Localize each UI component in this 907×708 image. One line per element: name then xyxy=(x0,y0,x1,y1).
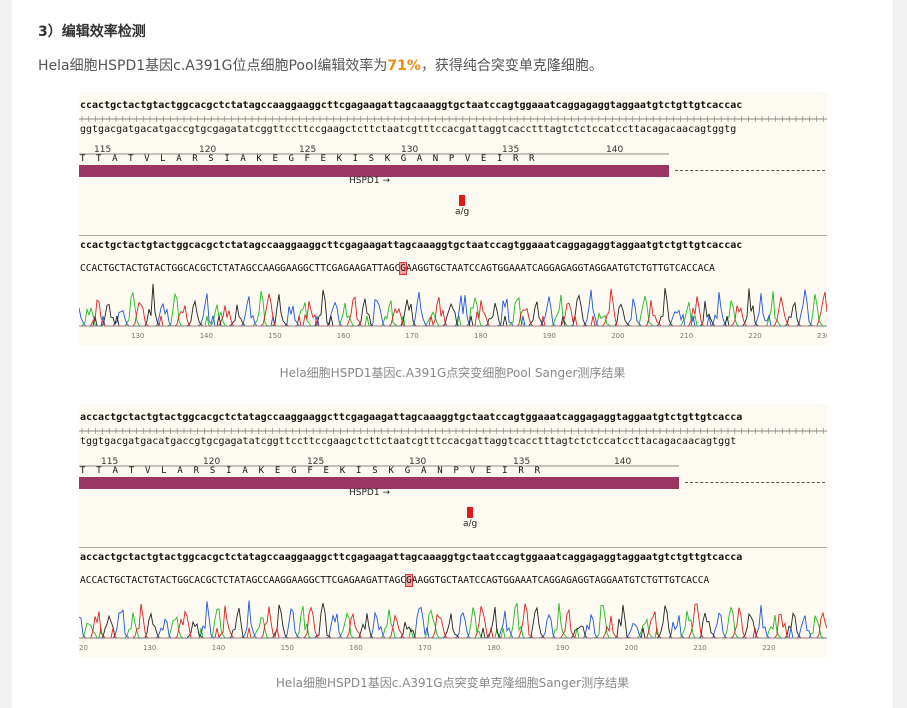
sanger-figure-pool: ccactgctactgtactggcacgctctatagccaaggaagg… xyxy=(79,92,827,346)
hspd1-feature-bar xyxy=(79,477,679,489)
trace-tick-label: 140 xyxy=(200,332,213,340)
trace-tick-label: 200 xyxy=(625,644,638,652)
trace-tick-label: 220 xyxy=(748,332,761,340)
aa-ruler: 115 120 125 130 135 140 xyxy=(79,145,669,155)
trace-tick-label: 160 xyxy=(349,644,362,652)
trace-tick-label: 140 xyxy=(212,644,225,652)
aa-number: 140 xyxy=(614,457,631,467)
aa-number: 135 xyxy=(513,457,530,467)
section-heading: 3）编辑效率检测 xyxy=(38,24,146,40)
aa-number: 115 xyxy=(94,145,111,155)
ref-sequence-aligned: ccactgctactgtactggcacgctctatagccaaggaagg… xyxy=(80,240,743,251)
trace-tick-label: 220 xyxy=(762,644,775,652)
aa-ruler: 115 120 125 130 135 140 xyxy=(79,457,679,467)
content-page: 3）编辑效率检测 Hela细胞HSPD1基因c.A391G位点细胞Pool编辑效… xyxy=(12,0,893,708)
trace-channel xyxy=(79,603,827,639)
trace-tick-label: 190 xyxy=(556,644,569,652)
mutation-base: G xyxy=(399,262,407,275)
trace-tick-label: 180 xyxy=(487,644,500,652)
chromatogram-trace: 130 140 150 160 170 180 190 200 210 220 230 xyxy=(79,283,827,340)
trace-channel xyxy=(79,283,827,327)
intro-paragraph: Hela细胞HSPD1基因c.A391G位点细胞Pool编辑效率为71%，获得纯… xyxy=(38,55,603,75)
aa-number: 115 xyxy=(101,457,118,467)
ref-sequence-bottom: tggtgacgatgacatgaccgtgcgagatatcggttccttc… xyxy=(80,436,737,447)
aa-number: 140 xyxy=(606,145,623,155)
aa-number: 120 xyxy=(199,145,216,155)
ref-sequence-aligned: accactgctactgtactggcacgctctatagccaaggaag… xyxy=(80,552,743,563)
hspd1-feature-bar xyxy=(79,165,669,177)
mutation-label: a/g xyxy=(463,519,478,529)
figure-caption-pool: Hela细胞HSPD1基因c.A391G点突变细胞Pool Sanger测序结果 xyxy=(279,366,626,380)
feature-label: HSPD1 → xyxy=(349,488,390,498)
ref-sequence-top: accactgctactgtactggcacgctctatagccaaggaag… xyxy=(80,412,743,423)
trace-tick-label: 170 xyxy=(405,332,418,340)
mutation-marker xyxy=(459,195,465,206)
trace-tick-label: 210 xyxy=(693,644,706,652)
ref-sequence-top: ccactgctactgtactggcacgctctatagccaaggaagg… xyxy=(80,100,743,111)
trace-tick-label: 200 xyxy=(611,332,624,340)
divider xyxy=(79,547,827,548)
aa-number: 125 xyxy=(307,457,324,467)
aa-number: 135 xyxy=(502,145,519,155)
trace-tick-label: 150 xyxy=(281,644,294,652)
divider xyxy=(79,235,827,236)
ruler xyxy=(79,116,827,122)
trace-tick-label: 20 xyxy=(79,644,88,652)
sanger-read: ACCACTGCTACTGTACTGGCACGCTCTATAGCCAAGGAAG… xyxy=(80,574,710,587)
feature-dashed-line xyxy=(685,482,825,483)
mutation-marker xyxy=(467,507,473,518)
efficiency-percent: 71% xyxy=(387,58,421,74)
trace-channel xyxy=(79,603,827,639)
mutation-base: G xyxy=(405,574,413,587)
aa-number: 120 xyxy=(203,457,220,467)
trace-tick-label: 210 xyxy=(680,332,693,340)
trace-tick-label: 230 xyxy=(817,332,827,340)
aa-number: 125 xyxy=(299,145,316,155)
amino-acid-sequence: T T A T V L A R S I A K E G F E K I S K … xyxy=(80,154,538,164)
trace-tick-label: 170 xyxy=(418,644,431,652)
ruler xyxy=(79,428,827,434)
trace-tick-label: 190 xyxy=(543,332,556,340)
trace-tick-label: 130 xyxy=(143,644,156,652)
intro-suffix: ，获得纯合突变单克隆细胞。 xyxy=(420,58,603,74)
trace-tick-label: 160 xyxy=(337,332,350,340)
amino-acid-sequence: T T A T V L A R S I A K E G F E K I S K … xyxy=(80,466,543,476)
sanger-figure-clone: accactgctactgtactggcacgctctatagccaaggaag… xyxy=(79,404,827,658)
trace-tick-label: 180 xyxy=(474,332,487,340)
sanger-read: CCACTGCTACTGTACTGGCACGCTCTATAGCCAAGGAAGG… xyxy=(80,262,715,275)
aa-number: 130 xyxy=(401,145,418,155)
aa-number: 130 xyxy=(409,457,426,467)
arrow-right-icon: → xyxy=(382,488,390,498)
ref-sequence-bottom: ggtgacgatgacatgaccgtgcgagatatcggttccttcc… xyxy=(80,124,737,135)
feature-label: HSPD1 → xyxy=(349,176,390,186)
feature-dashed-line xyxy=(675,170,825,171)
arrow-right-icon: → xyxy=(382,176,390,186)
mutation-label: a/g xyxy=(455,207,470,217)
intro-text: Hela细胞HSPD1基因c.A391G位点细胞Pool编辑效率为 xyxy=(38,58,388,74)
trace-tick-label: 150 xyxy=(268,332,281,340)
chromatogram-trace: 20 130 140 150 160 170 180 190 200 210 220 xyxy=(79,600,827,652)
trace-tick-label: 130 xyxy=(131,332,144,340)
figure-caption-clone: Hela细胞HSPD1基因c.A391G点突变单克隆细胞Sanger测序结果 xyxy=(275,676,630,690)
